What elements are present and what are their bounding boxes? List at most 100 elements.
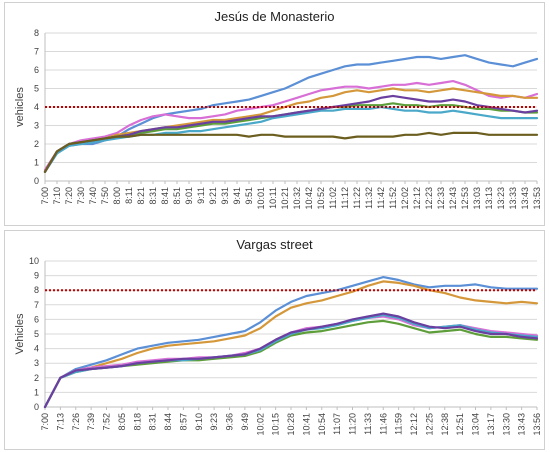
x-tick-label: 11:52 xyxy=(388,187,398,209)
series-line-7 xyxy=(43,131,539,173)
y-tick-label: 6 xyxy=(34,65,39,75)
y-tick-label: 9 xyxy=(34,271,39,281)
x-tick-label: 12:53 xyxy=(460,187,470,210)
x-tick-label: 7:40 xyxy=(88,187,98,205)
x-tick-label: 11:32 xyxy=(364,187,374,209)
y-tick-label: 6 xyxy=(34,314,39,324)
x-tick-label: 9:23 xyxy=(209,413,219,431)
x-tick-label: 12:12 xyxy=(409,413,419,436)
x-tick-label: 9:31 xyxy=(220,187,230,205)
x-tick-label: 12:43 xyxy=(448,187,458,210)
series-line-5 xyxy=(43,313,539,409)
x-tick-label: 10:32 xyxy=(292,187,302,210)
x-tick-label: 8:05 xyxy=(117,413,127,431)
y-tick-label: 1 xyxy=(34,387,39,397)
y-tick-label: 7 xyxy=(34,300,39,310)
y-axis-label: Vehicles xyxy=(14,313,26,354)
x-tick-label: 11:33 xyxy=(363,413,373,435)
x-tick-label: 13:43 xyxy=(520,187,530,210)
series-line-1 xyxy=(43,54,539,173)
x-tick-label: 8:11 xyxy=(124,187,134,204)
x-tick-label: 13:23 xyxy=(496,187,506,210)
x-tick-label: 13:30 xyxy=(501,413,511,436)
series-line-6 xyxy=(43,94,539,173)
y-tick-label: 3 xyxy=(34,121,39,131)
x-tick-label: 10:01 xyxy=(256,187,266,210)
x-tick-label: 8:00 xyxy=(112,187,122,205)
x-tick-label: 11:59 xyxy=(394,413,404,435)
x-tick-label: 10:42 xyxy=(304,187,314,210)
x-tick-label: 12:25 xyxy=(424,413,434,436)
chart-panel-vargas-street: Vargas street 0 1 2 3 4 5 6 7 8 9 10 7:00 7:13 7:26 7:… xyxy=(4,230,545,450)
x-tick-label: 9:41 xyxy=(232,187,242,205)
chart-plot-vargas-street: 0 1 2 3 4 5 6 7 8 9 10 7:00 7:13 7:26 7:39 7:52 8:05 8:18… xyxy=(14,256,542,436)
x-tick-label: 7:00 xyxy=(40,413,50,431)
x-tick-label: 10:02 xyxy=(255,413,265,436)
y-tick-label: 2 xyxy=(34,139,39,149)
x-tick-label: 10:54 xyxy=(317,413,327,436)
chart-title: Vargas street xyxy=(236,237,313,252)
x-tick-label: 8:51 xyxy=(172,187,182,205)
x-tick-label: 13:53 xyxy=(532,187,542,210)
y-tick-label: 0 xyxy=(34,402,39,412)
y-tick-label: 0 xyxy=(34,176,39,186)
x-tick-label: 10:41 xyxy=(301,413,311,436)
x-tick-label: 9:11 xyxy=(196,187,206,204)
x-tick-label: 7:39 xyxy=(86,413,96,431)
x-tick-label: 11:12 xyxy=(340,187,350,209)
x-tick-label: 11:46 xyxy=(378,413,388,435)
x-tick-label: 7:00 xyxy=(40,187,50,205)
x-tick-label: 9:49 xyxy=(240,413,250,431)
y-axis-label: vehicles xyxy=(14,87,26,127)
y-tick-label: 5 xyxy=(34,329,39,339)
x-tick-label: 13:43 xyxy=(517,413,527,436)
x-tick-label: 8:57 xyxy=(178,413,188,431)
y-tick-label: 4 xyxy=(34,102,39,112)
x-tick-label: 8:44 xyxy=(163,413,173,431)
chart-panel-jesus-de-monasterio: Jesús de Monasterio 0 1 2 3 4 5 6 7 8 7:00 7:10 7:2… xyxy=(4,2,545,226)
x-tick-label: 12:51 xyxy=(455,413,465,436)
x-tick-label: 12:12 xyxy=(412,187,422,210)
x-tick-label: 10:11 xyxy=(268,187,278,209)
series-line-6 xyxy=(43,312,539,409)
y-tick-label: 7 xyxy=(34,47,39,57)
y-tick-label: 8 xyxy=(34,28,39,38)
x-tick-label: 11:42 xyxy=(376,187,386,209)
x-tick-label: 13:33 xyxy=(508,187,518,210)
y-tick-label: 5 xyxy=(34,84,39,94)
series-line-3 xyxy=(43,87,539,173)
x-tick-label: 13:03 xyxy=(472,187,482,210)
x-tick-label: 9:51 xyxy=(244,187,254,205)
x-tick-label: 11:20 xyxy=(348,413,358,435)
x-tick-label: 13:04 xyxy=(471,413,481,436)
series-line-2 xyxy=(43,79,539,171)
x-tick-label: 10:28 xyxy=(286,413,296,436)
x-tick-label: 7:50 xyxy=(100,187,110,205)
x-tick-label: 8:18 xyxy=(132,413,142,431)
x-tick-label: 9:10 xyxy=(194,413,204,431)
x-tick-label: 13:13 xyxy=(484,187,494,210)
chart-plot-jesus-de-monasterio: 0 1 2 3 4 5 6 7 8 7:00 7:10 7:20 7:30 7:40 7:50 8:00 8:1… xyxy=(14,28,542,210)
x-tick-label: 10:15 xyxy=(271,413,281,436)
y-tick-label: 3 xyxy=(34,358,39,368)
x-tick-label: 13:17 xyxy=(486,413,496,436)
x-tick-label: 9:21 xyxy=(208,187,218,205)
x-tick-label: 9:36 xyxy=(225,413,235,431)
series-line-1 xyxy=(43,275,539,409)
x-tick-label: 11:22 xyxy=(352,187,362,209)
chart-title: Jesús de Monasterio xyxy=(214,9,335,24)
x-tick-label: 11:07 xyxy=(332,413,342,435)
x-tick-label: 8:31 xyxy=(148,413,158,431)
x-tick-label: 8:31 xyxy=(148,187,158,205)
y-tick-label: 2 xyxy=(34,373,39,383)
x-tick-label: 9:01 xyxy=(184,187,194,205)
x-tick-label: 7:13 xyxy=(55,413,65,431)
series-line-2 xyxy=(43,280,539,409)
x-tick-label: 12:02 xyxy=(400,187,410,210)
y-tick-label: 4 xyxy=(34,344,39,354)
y-tick-label: 8 xyxy=(34,285,39,295)
x-tick-label: 12:33 xyxy=(436,187,446,210)
x-tick-label: 7:26 xyxy=(71,413,81,431)
x-tick-label: 10:52 xyxy=(316,187,326,210)
x-tick-label: 7:30 xyxy=(76,187,86,205)
